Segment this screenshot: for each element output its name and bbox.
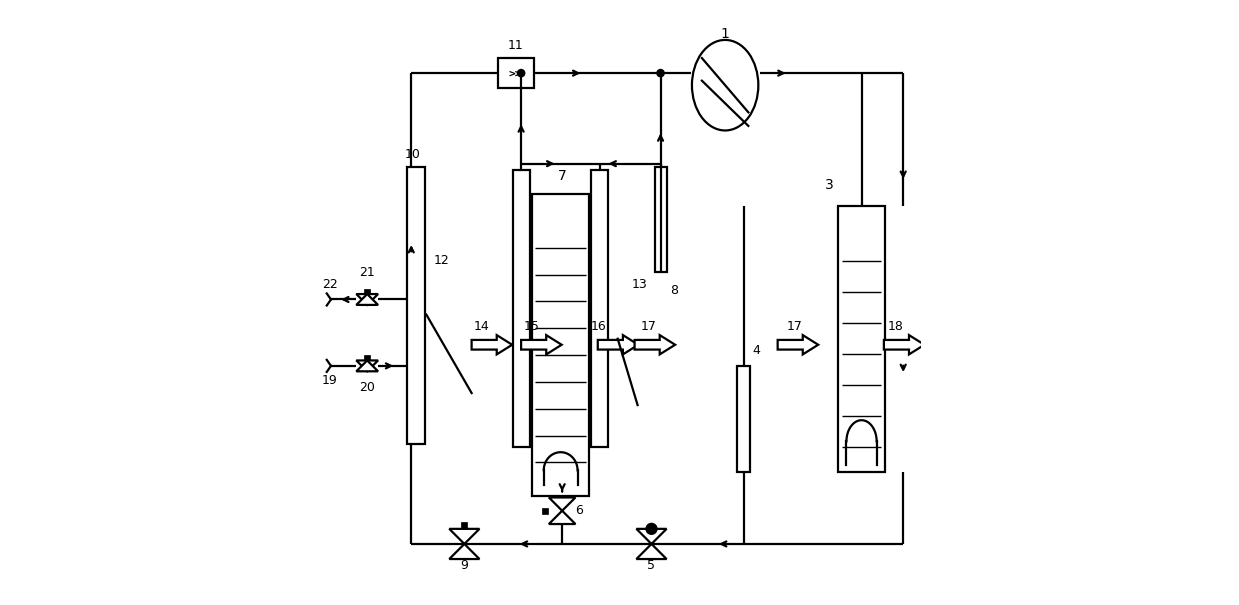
Text: 14: 14 [475, 320, 489, 333]
Bar [591, 170, 608, 447]
Polygon shape [450, 544, 479, 559]
Bar [532, 194, 590, 495]
Polygon shape [597, 335, 638, 355]
Polygon shape [522, 335, 561, 355]
Text: 17: 17 [641, 320, 657, 333]
Polygon shape [357, 361, 378, 371]
Polygon shape [472, 335, 512, 355]
Circle shape [518, 70, 525, 77]
Polygon shape [637, 529, 667, 544]
Text: 7: 7 [558, 169, 566, 183]
Circle shape [646, 523, 657, 534]
Text: 8: 8 [670, 284, 678, 297]
Text: 21: 21 [359, 266, 375, 279]
Bar [498, 58, 534, 88]
Polygon shape [357, 361, 378, 371]
Bar [461, 522, 467, 529]
Text: 3: 3 [825, 178, 834, 192]
Bar [364, 355, 370, 361]
Bar [541, 508, 548, 514]
Polygon shape [549, 511, 575, 524]
Polygon shape [357, 294, 378, 305]
Polygon shape [549, 497, 575, 511]
Bar [654, 167, 667, 272]
Text: 10: 10 [405, 148, 421, 161]
Bar [364, 289, 370, 295]
Text: 11: 11 [508, 39, 524, 53]
Text: 19: 19 [322, 374, 338, 387]
Text: 5: 5 [648, 558, 655, 572]
Bar [408, 167, 425, 444]
Text: 20: 20 [359, 381, 375, 393]
Text: 9: 9 [461, 558, 468, 572]
Bar [838, 206, 885, 471]
Text: 13: 13 [632, 278, 647, 291]
Polygon shape [634, 335, 675, 355]
Bar [737, 366, 751, 471]
Polygon shape [357, 294, 378, 305]
Text: 22: 22 [322, 278, 338, 291]
Text: 12: 12 [434, 253, 450, 267]
Polygon shape [637, 544, 667, 559]
Circle shape [657, 70, 664, 77]
Polygon shape [778, 335, 818, 355]
Text: 18: 18 [888, 320, 904, 333]
Polygon shape [883, 335, 924, 355]
Text: 15: 15 [524, 320, 540, 333]
Bar [513, 170, 529, 447]
Text: >>: >> [509, 68, 523, 78]
Text: 16: 16 [591, 320, 607, 333]
Text: 1: 1 [721, 27, 730, 41]
Text: 6: 6 [575, 504, 584, 517]
Text: 4: 4 [752, 344, 760, 358]
Text: 17: 17 [787, 320, 803, 333]
Polygon shape [450, 529, 479, 544]
